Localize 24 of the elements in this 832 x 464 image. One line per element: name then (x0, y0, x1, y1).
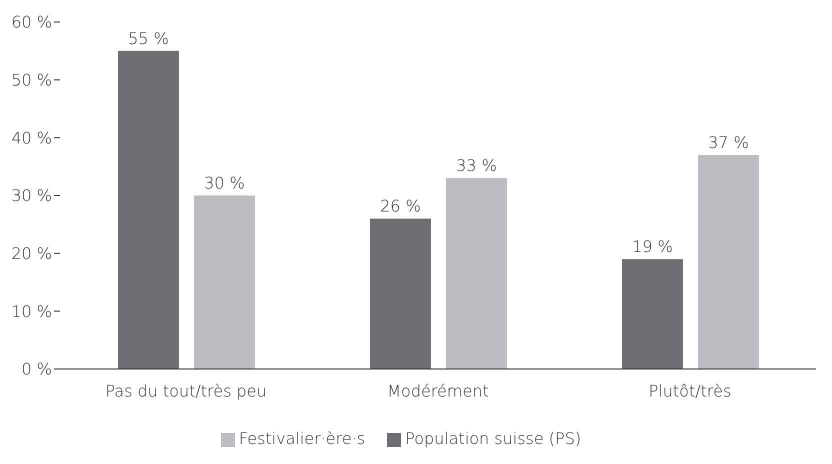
x-tick-label: Plutôt/très (648, 381, 732, 400)
bar (118, 50, 179, 369)
y-tick-label: 30 % (11, 186, 52, 206)
y-tick-label: 40 % (11, 128, 52, 148)
y-tick-label: 10 % (11, 302, 52, 321)
x-tick-label: Modérément (387, 381, 489, 400)
bar (698, 155, 759, 369)
bar (446, 178, 507, 369)
data-label: 33 % (456, 156, 497, 176)
data-label: 30 % (204, 174, 245, 192)
data-label: 55 % (128, 28, 169, 48)
y-tick-label: 50 % (11, 70, 52, 90)
legend-label: Population suisse (PS) (405, 429, 582, 448)
y-tick-label: 20 % (11, 244, 52, 264)
bar (622, 259, 683, 369)
legend-label: Festivalier·ère·s (238, 429, 366, 448)
data-label: 26 % (380, 196, 421, 216)
y-tick-label: 0 % (22, 360, 52, 379)
bar (370, 218, 431, 369)
x-tick-label: Pas du tout/très peu (105, 381, 267, 400)
y-tick-label: 60 % (11, 12, 52, 32)
data-label: 37 % (708, 133, 749, 152)
data-label: 19 % (632, 237, 673, 256)
bar (194, 196, 255, 369)
